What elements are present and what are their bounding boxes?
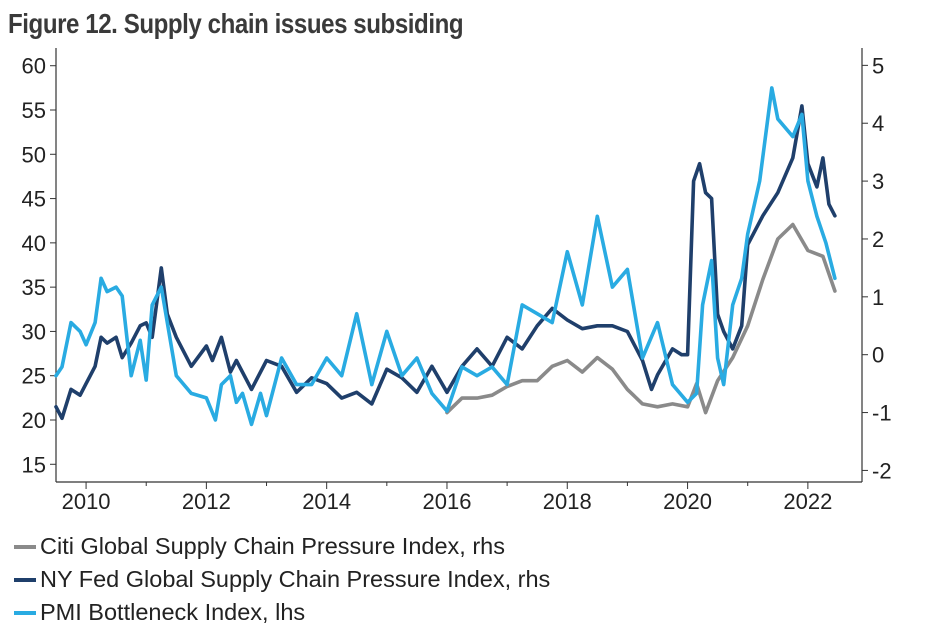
legend-item-nyfed: NY Fed Global Supply Chain Pressure Inde… (14, 563, 550, 596)
legend-swatch-nyfed (14, 577, 36, 582)
chart-title: Figure 12. Supply chain issues subsiding (8, 8, 464, 39)
y-right-tick-label: -2 (872, 458, 892, 483)
x-tick-label: 2018 (543, 489, 592, 514)
series-line-2 (54, 86, 837, 427)
series-lines (54, 86, 837, 427)
y-right-tick-label: 2 (872, 227, 884, 252)
y-right-tick-label: 4 (872, 111, 884, 136)
legend-item-pmi: PMI Bottleneck Index, lhs (14, 596, 550, 629)
legend-label-pmi: PMI Bottleneck Index, lhs (40, 599, 306, 625)
y-right-tick-label: 3 (872, 169, 884, 194)
x-tick-label: 2022 (783, 489, 832, 514)
x-tick-label: 2016 (422, 489, 471, 514)
y-left-tick-label: 45 (22, 187, 46, 212)
y-right-tick-label: -1 (872, 401, 892, 426)
y-right-tick-label: 0 (872, 343, 884, 368)
y-left-tick-label: 25 (22, 364, 46, 389)
legend-label-nyfed: NY Fed Global Supply Chain Pressure Inde… (40, 566, 551, 592)
x-tick-label: 2014 (302, 489, 351, 514)
y-left-tick-label: 35 (22, 275, 46, 300)
series-line-1 (54, 104, 837, 421)
y-right-tick-label: 5 (872, 53, 884, 78)
y-left-tick-label: 15 (22, 452, 46, 477)
x-tick-label: 2020 (663, 489, 712, 514)
y-left-tick-label: 60 (22, 54, 46, 79)
y-left-tick-label: 50 (22, 142, 46, 167)
series-line-0 (445, 222, 837, 415)
y-left-tick-label: 30 (22, 319, 46, 344)
legend-item-citi: Citi Global Supply Chain Pressure Index,… (14, 530, 550, 563)
legend: Citi Global Supply Chain Pressure Index,… (14, 530, 550, 629)
y-left-tick-label: 20 (22, 408, 46, 433)
x-tick-label: 2010 (62, 489, 111, 514)
legend-swatch-citi (14, 544, 36, 549)
y-left-tick-label: 40 (22, 231, 46, 256)
legend-label-citi: Citi Global Supply Chain Pressure Index,… (40, 533, 505, 559)
x-tick-label: 2012 (182, 489, 231, 514)
legend-swatch-pmi (14, 610, 36, 615)
y-right-tick-label: 1 (872, 285, 884, 310)
y-left-tick-label: 55 (22, 98, 46, 123)
